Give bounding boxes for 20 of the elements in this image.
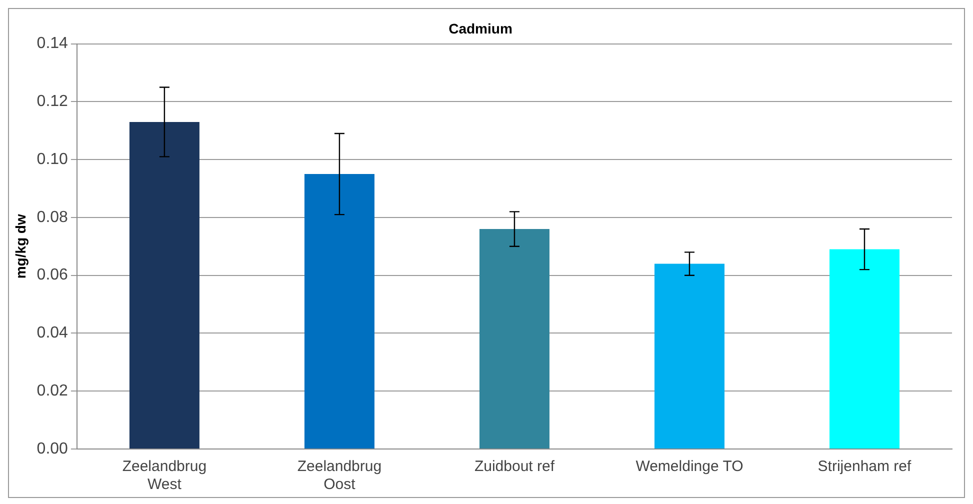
- chart-title: Cadmium: [448, 20, 512, 36]
- y-tick-label: 0.02: [36, 382, 68, 400]
- bar: [829, 249, 900, 448]
- bar: [304, 174, 374, 448]
- x-tick-label: Zuidbout ref: [474, 458, 556, 476]
- y-tick-label: 0.10: [36, 150, 68, 168]
- y-tick-label: 0.08: [36, 208, 68, 226]
- x-tick-label: Zeelandbrug Oost: [297, 458, 382, 494]
- bar: [654, 264, 724, 448]
- y-tick-label: 0.00: [36, 440, 68, 458]
- x-tick-label: Zeelandbrug West: [122, 458, 207, 494]
- x-tick-label: Wemeldinge TO: [636, 458, 744, 476]
- y-tick-label: 0.06: [36, 266, 68, 284]
- bar: [129, 122, 200, 448]
- y-tick-label: 0.12: [36, 93, 68, 110]
- y-axis-title: mg/kg dw: [12, 214, 28, 279]
- y-tick-label: 0.04: [36, 324, 68, 342]
- bar: [479, 229, 550, 448]
- y-tick-label: 0.14: [36, 35, 68, 52]
- x-tick-label: Strijenham ref: [818, 458, 912, 476]
